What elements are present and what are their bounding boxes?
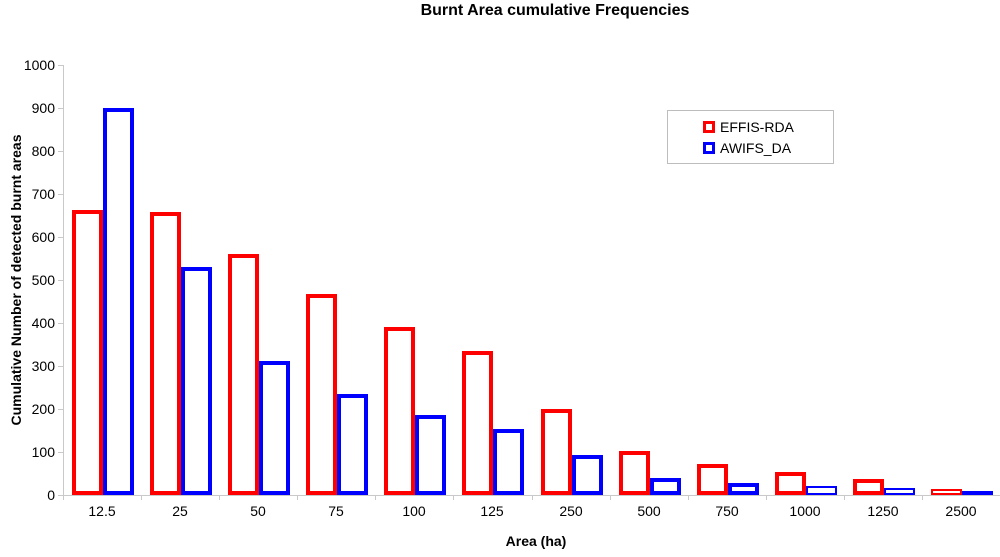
bar-awifs-da-2500 bbox=[962, 491, 993, 495]
legend-label-awifs-da: AWIFS_DA bbox=[720, 139, 792, 156]
legend-marker-effis-rda-icon bbox=[703, 120, 715, 133]
x-axis-tick-label: 500 bbox=[637, 503, 661, 519]
x-axis-tick-label: 1250 bbox=[867, 503, 899, 519]
y-axis-tick-label: 100 bbox=[31, 444, 55, 460]
x-axis-tick bbox=[297, 496, 298, 500]
x-axis-tick bbox=[141, 496, 142, 500]
bar-effis-rda-100 bbox=[384, 327, 415, 495]
bar-awifs-da-250 bbox=[572, 455, 603, 495]
y-axis-tick bbox=[58, 366, 63, 367]
y-axis-tick bbox=[58, 194, 63, 195]
x-axis-tick-label: 50 bbox=[250, 503, 266, 519]
x-axis-tick bbox=[532, 496, 533, 500]
bar-effis-rda-125 bbox=[462, 351, 493, 495]
bar-effis-rda-250 bbox=[541, 409, 572, 495]
y-axis-tick-label: 600 bbox=[31, 229, 55, 245]
bar-awifs-da-750 bbox=[728, 483, 759, 495]
x-axis-tick bbox=[375, 496, 376, 500]
y-axis-tick-label: 400 bbox=[31, 315, 55, 331]
bar-effis-rda-1000 bbox=[775, 472, 806, 495]
x-axis-tick-label: 75 bbox=[328, 503, 344, 519]
x-axis-tick-label: 250 bbox=[559, 503, 583, 519]
y-axis-tick-label: 700 bbox=[31, 186, 55, 202]
y-axis-tick bbox=[58, 495, 63, 496]
x-axis-tick-label: 2500 bbox=[945, 503, 977, 519]
x-axis-tick bbox=[688, 496, 689, 500]
y-axis-tick bbox=[58, 237, 63, 238]
x-axis-tick bbox=[766, 496, 767, 500]
x-axis-tick-label: 1000 bbox=[789, 503, 821, 519]
bar-awifs-da-1250 bbox=[884, 488, 915, 495]
y-axis-tick bbox=[58, 280, 63, 281]
bar-effis-rda-50 bbox=[228, 254, 259, 495]
y-axis-tick-label: 800 bbox=[31, 143, 55, 159]
bar-awifs-da-1000 bbox=[806, 486, 837, 495]
chart-title: Burnt Area cumulative Frequencies bbox=[420, 2, 690, 19]
x-axis-tick-label: 12.5 bbox=[88, 503, 116, 519]
bar-awifs-da-100 bbox=[415, 415, 446, 495]
bar-awifs-da-12.5 bbox=[103, 108, 134, 495]
bar-awifs-da-75 bbox=[337, 394, 368, 495]
legend-item-awifs-da: AWIFS_DA bbox=[703, 139, 833, 157]
y-axis-tick-label: 500 bbox=[31, 272, 55, 288]
bar-effis-rda-2500 bbox=[931, 489, 962, 495]
bar-effis-rda-1250 bbox=[853, 479, 884, 495]
y-axis-tick bbox=[58, 151, 63, 152]
y-axis-tick-label: 1000 bbox=[23, 57, 55, 73]
x-axis-tick-label: 100 bbox=[402, 503, 426, 519]
bar-effis-rda-75 bbox=[306, 294, 337, 495]
y-axis-tick bbox=[58, 409, 63, 410]
x-axis-tick bbox=[219, 496, 220, 500]
x-axis-tick bbox=[844, 496, 845, 500]
bar-effis-rda-25 bbox=[150, 212, 181, 495]
bar-awifs-da-50 bbox=[259, 361, 290, 495]
bar-awifs-da-500 bbox=[650, 478, 681, 495]
bar-awifs-da-125 bbox=[493, 429, 524, 495]
y-axis-tick-label: 200 bbox=[31, 401, 55, 417]
x-axis-title: Area (ha) bbox=[505, 533, 567, 549]
plot-area bbox=[63, 65, 1000, 496]
y-axis-tick bbox=[58, 108, 63, 109]
bar-effis-rda-500 bbox=[619, 451, 650, 495]
y-axis-tick bbox=[58, 323, 63, 324]
bar-awifs-da-25 bbox=[181, 267, 212, 495]
bar-effis-rda-12.5 bbox=[72, 210, 103, 495]
x-axis-tick bbox=[610, 496, 611, 500]
y-axis-tick-label: 0 bbox=[47, 487, 55, 503]
legend-marker-awifs-da-icon bbox=[703, 141, 715, 154]
legend-label-effis-rda: EFFIS-RDA bbox=[720, 118, 794, 135]
legend: EFFIS-RDA AWIFS_DA bbox=[667, 110, 834, 164]
x-axis-tick bbox=[63, 496, 64, 500]
x-axis-tick-label: 125 bbox=[480, 503, 504, 519]
y-axis-tick-label: 300 bbox=[31, 358, 55, 374]
legend-item-effis-rda: EFFIS-RDA bbox=[703, 118, 833, 136]
x-axis-tick-label: 25 bbox=[172, 503, 188, 519]
y-axis-tick bbox=[58, 65, 63, 66]
x-axis-tick bbox=[453, 496, 454, 500]
x-axis-tick-label: 750 bbox=[715, 503, 739, 519]
bar-effis-rda-750 bbox=[697, 464, 728, 495]
x-axis-tick bbox=[922, 496, 923, 500]
y-axis-tick bbox=[58, 452, 63, 453]
y-axis-tick-label: 900 bbox=[31, 100, 55, 116]
